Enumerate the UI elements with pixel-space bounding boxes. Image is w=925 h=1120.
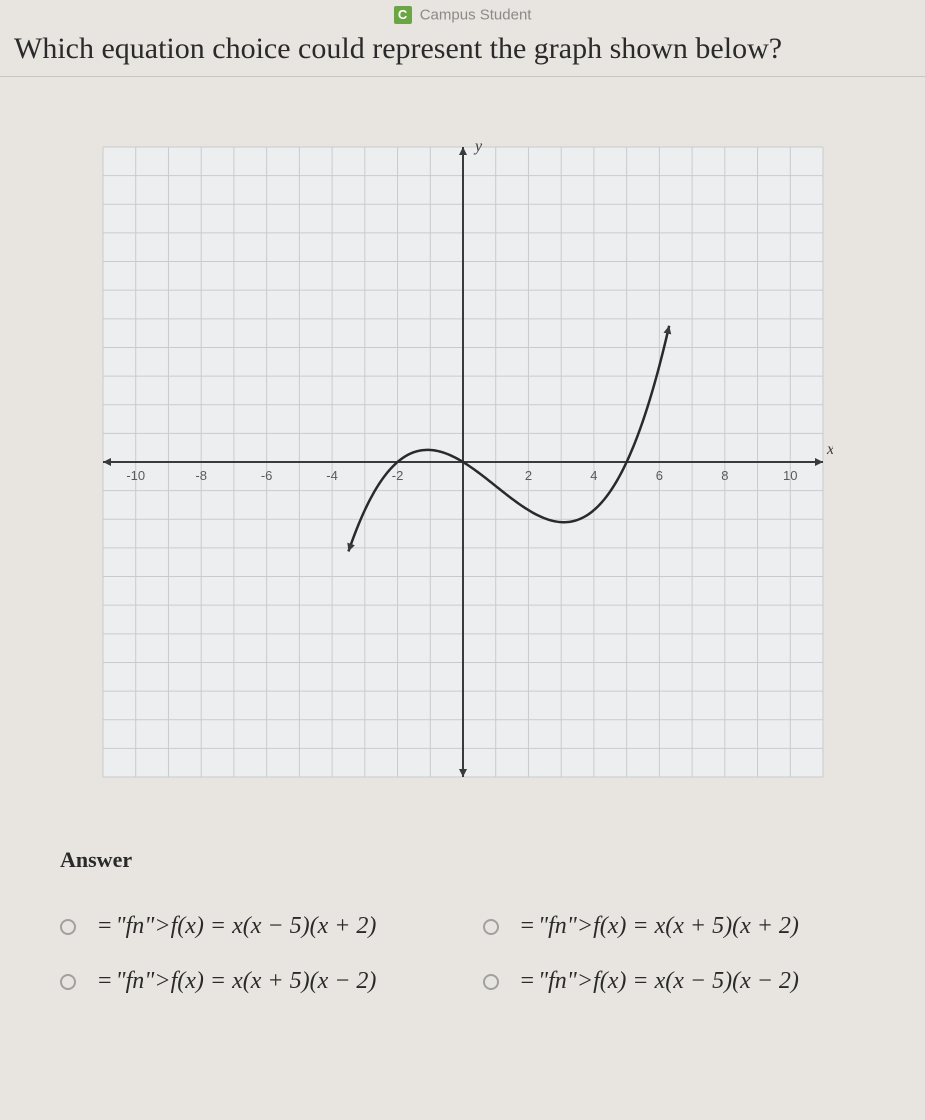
svg-text:8: 8 [721, 468, 728, 483]
opt-b[interactable]: ="fn">f(x) = x(x + 5)(x + 2) [483, 913, 866, 940]
coordinate-graph: -10 -8 -6 -4 -2 2 4 6 8 10 y x [93, 137, 833, 787]
graph-container: -10 -8 -6 -4 -2 2 4 6 8 10 y x [0, 77, 925, 807]
svg-text:-10: -10 [126, 468, 145, 483]
campus-icon: C [394, 6, 412, 24]
opt-a[interactable]: ="fn">f(x) = x(x − 5)(x + 2) [60, 913, 443, 940]
answer-section: Answer ="fn">f(x) = x(x − 5)(x + 2)="fn"… [0, 807, 925, 995]
svg-text:y: y [473, 138, 483, 155]
tab-label: Campus Student [420, 7, 532, 24]
svg-text:x: x [826, 441, 833, 458]
svg-text:2: 2 [524, 468, 531, 483]
radio-icon[interactable] [483, 919, 499, 935]
question-text: Which equation choice could represent th… [0, 30, 925, 77]
svg-text:-2: -2 [391, 468, 403, 483]
svg-text:-8: -8 [195, 468, 207, 483]
svg-text:-6: -6 [260, 468, 272, 483]
option-label: ="fn">f(x) = x(x − 5)(x − 2) [517, 968, 799, 995]
option-label: ="fn">f(x) = x(x − 5)(x + 2) [94, 913, 376, 940]
opt-d[interactable]: ="fn">f(x) = x(x − 5)(x − 2) [483, 968, 866, 995]
svg-text:6: 6 [655, 468, 662, 483]
browser-tab: C Campus Student [0, 0, 925, 30]
radio-icon[interactable] [483, 974, 499, 990]
svg-text:10: 10 [783, 468, 797, 483]
option-label: ="fn">f(x) = x(x + 5)(x + 2) [517, 913, 799, 940]
svg-text:-4: -4 [326, 468, 338, 483]
option-label: ="fn">f(x) = x(x + 5)(x − 2) [94, 968, 376, 995]
radio-icon[interactable] [60, 974, 76, 990]
opt-c[interactable]: ="fn">f(x) = x(x + 5)(x − 2) [60, 968, 443, 995]
svg-text:4: 4 [590, 468, 597, 483]
answer-heading: Answer [60, 847, 865, 873]
options-grid: ="fn">f(x) = x(x − 5)(x + 2) ="fn">f(x) =… [60, 913, 865, 995]
radio-icon[interactable] [60, 919, 76, 935]
